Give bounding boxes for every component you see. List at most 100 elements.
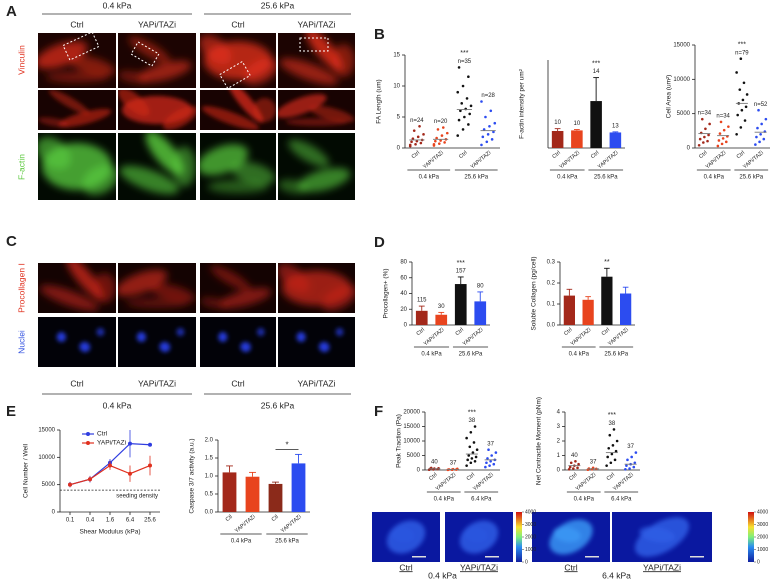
dot	[740, 108, 744, 112]
dot	[698, 137, 702, 141]
y-tick-label: 5000	[677, 111, 691, 117]
bar	[571, 130, 583, 148]
bar	[268, 483, 283, 512]
column-label: Ctrl	[564, 562, 577, 572]
x-tick-label: Ctrl	[455, 327, 465, 337]
cell	[296, 332, 306, 342]
dot	[628, 467, 631, 470]
row-label: Vinculin	[16, 45, 26, 75]
n-label: n=28	[481, 93, 495, 99]
dot	[437, 142, 441, 145]
y-tick-label: 15	[393, 53, 400, 59]
dot	[492, 462, 496, 466]
column-label: Ctrl	[231, 378, 244, 388]
panel-letter: D	[374, 234, 385, 251]
dot	[475, 448, 479, 452]
group-label: 25.6 kPa	[604, 352, 628, 358]
colorbar-tick-label: 3000	[757, 522, 768, 528]
legend-label: YAPi/TAZi	[97, 440, 126, 447]
dot	[606, 455, 609, 459]
dot	[434, 139, 437, 143]
group-label: 25.6 kPa	[261, 400, 295, 410]
colorbar-tick-label: 1000	[525, 547, 536, 553]
x-axis-label: Shear Modulus (kPa)	[79, 529, 140, 536]
n-label: n=52	[754, 102, 768, 108]
cell	[639, 526, 675, 543]
cell	[69, 55, 116, 77]
n-label: 38	[609, 421, 616, 427]
micrograph	[38, 133, 116, 200]
dot	[727, 125, 730, 129]
dot	[754, 143, 757, 146]
x-tick-label: Ctrl	[466, 472, 476, 482]
micrograph-content	[118, 269, 196, 308]
micrograph-bg	[38, 317, 116, 367]
scale-bar	[585, 556, 599, 558]
dot	[493, 121, 497, 125]
cell	[58, 108, 112, 128]
x-tick-label: Ctrl	[551, 150, 561, 160]
micrograph-content	[279, 33, 355, 85]
dot	[759, 132, 762, 136]
column-label: YAPi/TAZi	[138, 19, 176, 29]
x-tick-label: Ctrl	[601, 327, 611, 337]
column-label: YAPi/TAZi	[138, 378, 176, 388]
bar	[291, 463, 306, 512]
dot	[457, 66, 461, 69]
dot	[739, 57, 743, 61]
dot	[736, 113, 739, 117]
micrograph	[118, 33, 196, 88]
dot	[415, 139, 419, 143]
dot	[745, 93, 749, 96]
micrograph	[278, 90, 355, 130]
group-label: 0.4 kPa	[231, 539, 252, 545]
cell	[118, 90, 150, 116]
cell	[240, 341, 251, 353]
column-label: Ctrl	[70, 378, 83, 388]
row-label: F-actin	[16, 154, 26, 180]
dot	[461, 128, 465, 131]
colorbar-tick-label: 3000	[525, 522, 536, 528]
dot	[610, 452, 614, 456]
dot	[494, 451, 498, 454]
bar	[245, 476, 260, 512]
micrograph-content	[119, 133, 196, 195]
dot	[465, 464, 468, 467]
panel-letter: A	[6, 3, 17, 20]
scale-bar	[690, 556, 704, 558]
y-tick-label: 0	[557, 468, 561, 474]
dot	[459, 109, 462, 113]
cell	[210, 265, 251, 291]
n-label: n=34	[698, 111, 712, 117]
column-label: YAPi/TAZi	[460, 562, 498, 572]
dot	[474, 455, 478, 459]
micrograph	[118, 133, 196, 200]
dot	[742, 81, 746, 85]
dot	[469, 431, 473, 434]
cell	[48, 90, 90, 115]
dot	[718, 132, 722, 135]
point	[108, 463, 112, 468]
point	[128, 441, 132, 446]
panel-letter: F	[374, 403, 383, 420]
dot	[707, 133, 710, 137]
dot	[634, 451, 638, 454]
micrograph-bg	[278, 317, 355, 367]
micrograph-content	[38, 136, 116, 196]
n-label: 40	[571, 453, 578, 459]
group-label: 0.4 kPa	[428, 570, 457, 580]
x-tick-label: Ctrl	[563, 327, 573, 337]
dot	[724, 140, 728, 144]
micrograph-content	[200, 144, 276, 194]
y-tick-label: 20000	[403, 410, 420, 416]
n-label: 115	[417, 298, 427, 304]
dot	[490, 454, 493, 457]
dot	[408, 143, 412, 147]
micrograph-content	[296, 328, 344, 353]
dot	[697, 143, 701, 147]
y-tick-label: 0.0	[547, 323, 556, 329]
dot	[624, 467, 627, 471]
y-tick-label: 2.0	[205, 438, 214, 444]
dot	[492, 130, 495, 134]
micrograph	[200, 33, 276, 88]
